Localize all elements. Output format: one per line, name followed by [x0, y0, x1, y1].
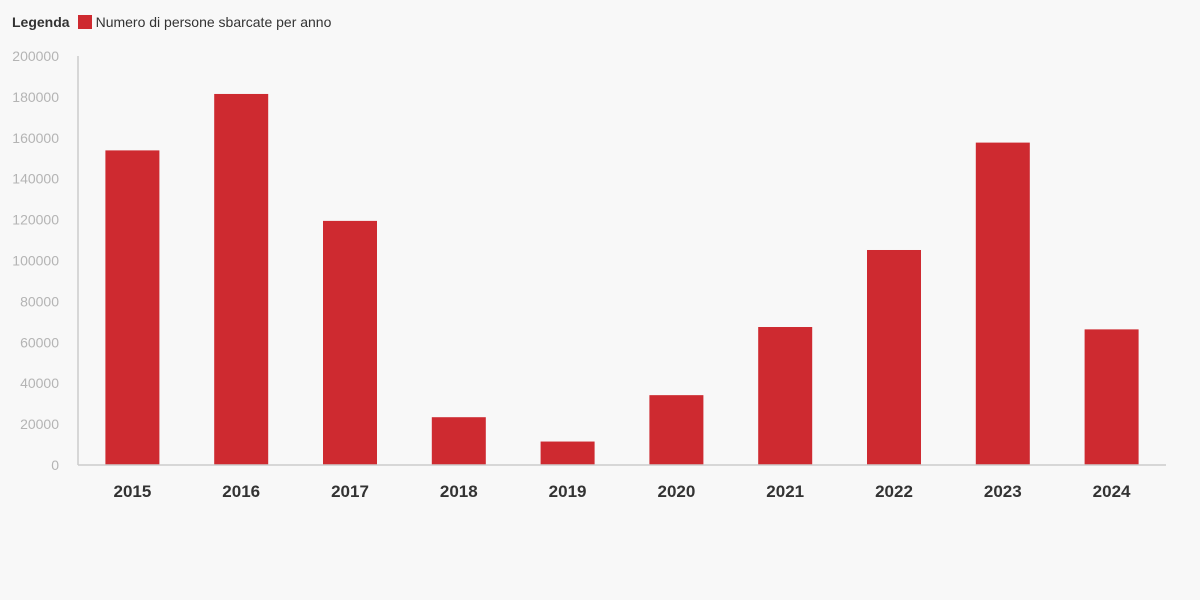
bar-2015 — [105, 150, 160, 465]
bar-2016 — [214, 93, 269, 465]
bar-2024 — [1084, 329, 1139, 465]
x-tick-label: 2015 — [113, 482, 151, 501]
legend-label: Numero di persone sbarcate per anno — [95, 14, 332, 30]
y-tick-label: 120000 — [12, 212, 59, 228]
bar-2019 — [540, 441, 595, 465]
y-tick-label: 180000 — [12, 89, 59, 105]
x-tick-label: 2020 — [657, 482, 695, 501]
x-tick-label: 2017 — [331, 482, 369, 501]
x-tick-label: 2016 — [222, 482, 260, 501]
bar-2022 — [867, 249, 921, 465]
y-tick-label: 60000 — [20, 334, 59, 350]
y-tick-label: 140000 — [12, 171, 59, 187]
y-tick-label: 160000 — [12, 130, 59, 146]
bar-2017 — [323, 220, 377, 465]
y-tick-label: 20000 — [20, 416, 59, 432]
y-tick-label: 0 — [51, 457, 59, 473]
legend-title: Legenda — [12, 14, 70, 30]
x-tick-label: 2024 — [1093, 482, 1131, 501]
x-tick-label: 2022 — [875, 482, 913, 501]
bar-2018 — [431, 417, 486, 465]
x-tick-label: 2019 — [549, 482, 587, 501]
bar-2020 — [649, 395, 704, 465]
bar-2021 — [758, 327, 813, 465]
y-tick-label: 40000 — [20, 375, 59, 391]
x-axis: 2015 2016 2017 2018 2019 2020 2021 2022 2023 2024 — [78, 464, 1166, 501]
bars — [105, 93, 1139, 465]
y-tick-label: 100000 — [12, 253, 59, 269]
y-tick-label: 200000 — [12, 48, 59, 64]
y-tick-label: 80000 — [20, 293, 59, 309]
legend: Legenda Numero di persone sbarcate per a… — [12, 13, 331, 31]
bar-2023 — [975, 142, 1030, 465]
legend-swatch — [77, 15, 92, 29]
x-tick-label: 2023 — [984, 482, 1022, 501]
x-tick-label: 2018 — [440, 482, 478, 501]
x-tick-label: 2021 — [766, 482, 804, 501]
y-axis: 0 20000 40000 60000 80000 100000 120000 140000 1… — [12, 48, 79, 473]
